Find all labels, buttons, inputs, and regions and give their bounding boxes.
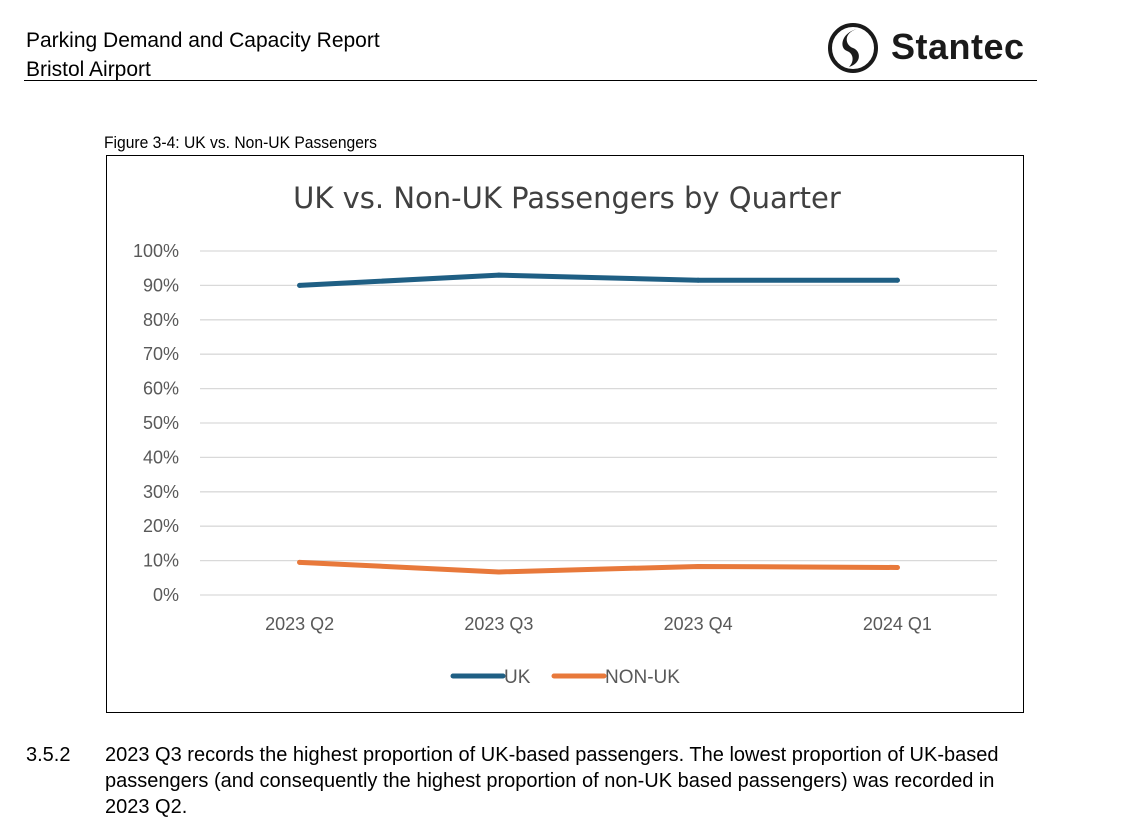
- figure-caption: Figure 3-4: UK vs. Non-UK Passengers: [104, 133, 377, 152]
- data-point: [695, 563, 701, 569]
- data-point: [297, 559, 303, 565]
- y-tick-label: 40%: [143, 447, 179, 467]
- report-header: Parking Demand and Capacity Report Brist…: [26, 26, 380, 84]
- line-chart: UK vs. Non-UK Passengers by Quarter 0% 10…: [133, 181, 997, 688]
- chart-title: UK vs. Non-UK Passengers by Quarter: [293, 181, 841, 215]
- series-line-uk: [297, 272, 900, 288]
- x-tick-label: 2024 Q1: [863, 614, 932, 634]
- stantec-logo-icon: [828, 23, 878, 73]
- y-tick-label: 30%: [143, 482, 179, 502]
- y-tick-label: 0%: [153, 585, 179, 605]
- y-tick-label: 100%: [133, 241, 179, 261]
- y-tick-label: 70%: [143, 344, 179, 364]
- x-tick-label: 2023 Q2: [265, 614, 334, 634]
- data-point: [496, 569, 502, 575]
- y-tick-label: 80%: [143, 310, 179, 330]
- legend-label-non-uk: NON-UK: [605, 667, 680, 688]
- report-title: Parking Demand and Capacity Report: [26, 29, 380, 52]
- data-point: [894, 564, 900, 570]
- y-tick-label: 90%: [143, 275, 179, 295]
- chart-frame: UK vs. Non-UK Passengers by Quarter 0% 10…: [106, 155, 1024, 713]
- paragraph-number: 3.5.2: [26, 744, 71, 766]
- report-subtitle: Bristol Airport: [26, 58, 151, 81]
- stantec-logo: Stantec: [827, 21, 1027, 75]
- header-divider: [24, 80, 1037, 81]
- y-tick-label: 60%: [143, 379, 179, 399]
- logo-wordmark: Stantec: [891, 26, 1025, 67]
- legend-label-uk: UK: [504, 667, 531, 688]
- x-tick-label: 2023 Q4: [664, 614, 733, 634]
- y-tick-label: 20%: [143, 516, 179, 536]
- x-tick-label: 2023 Q3: [464, 614, 533, 634]
- y-tick-label: 50%: [143, 413, 179, 433]
- paragraph-text: 2023 Q3 records the highest proportion o…: [105, 744, 999, 818]
- data-point: [894, 277, 900, 283]
- data-point: [297, 282, 303, 288]
- y-tick-label: 10%: [143, 551, 179, 571]
- series-line-non-uk: [297, 559, 900, 575]
- data-point: [695, 277, 701, 283]
- data-point: [496, 272, 502, 278]
